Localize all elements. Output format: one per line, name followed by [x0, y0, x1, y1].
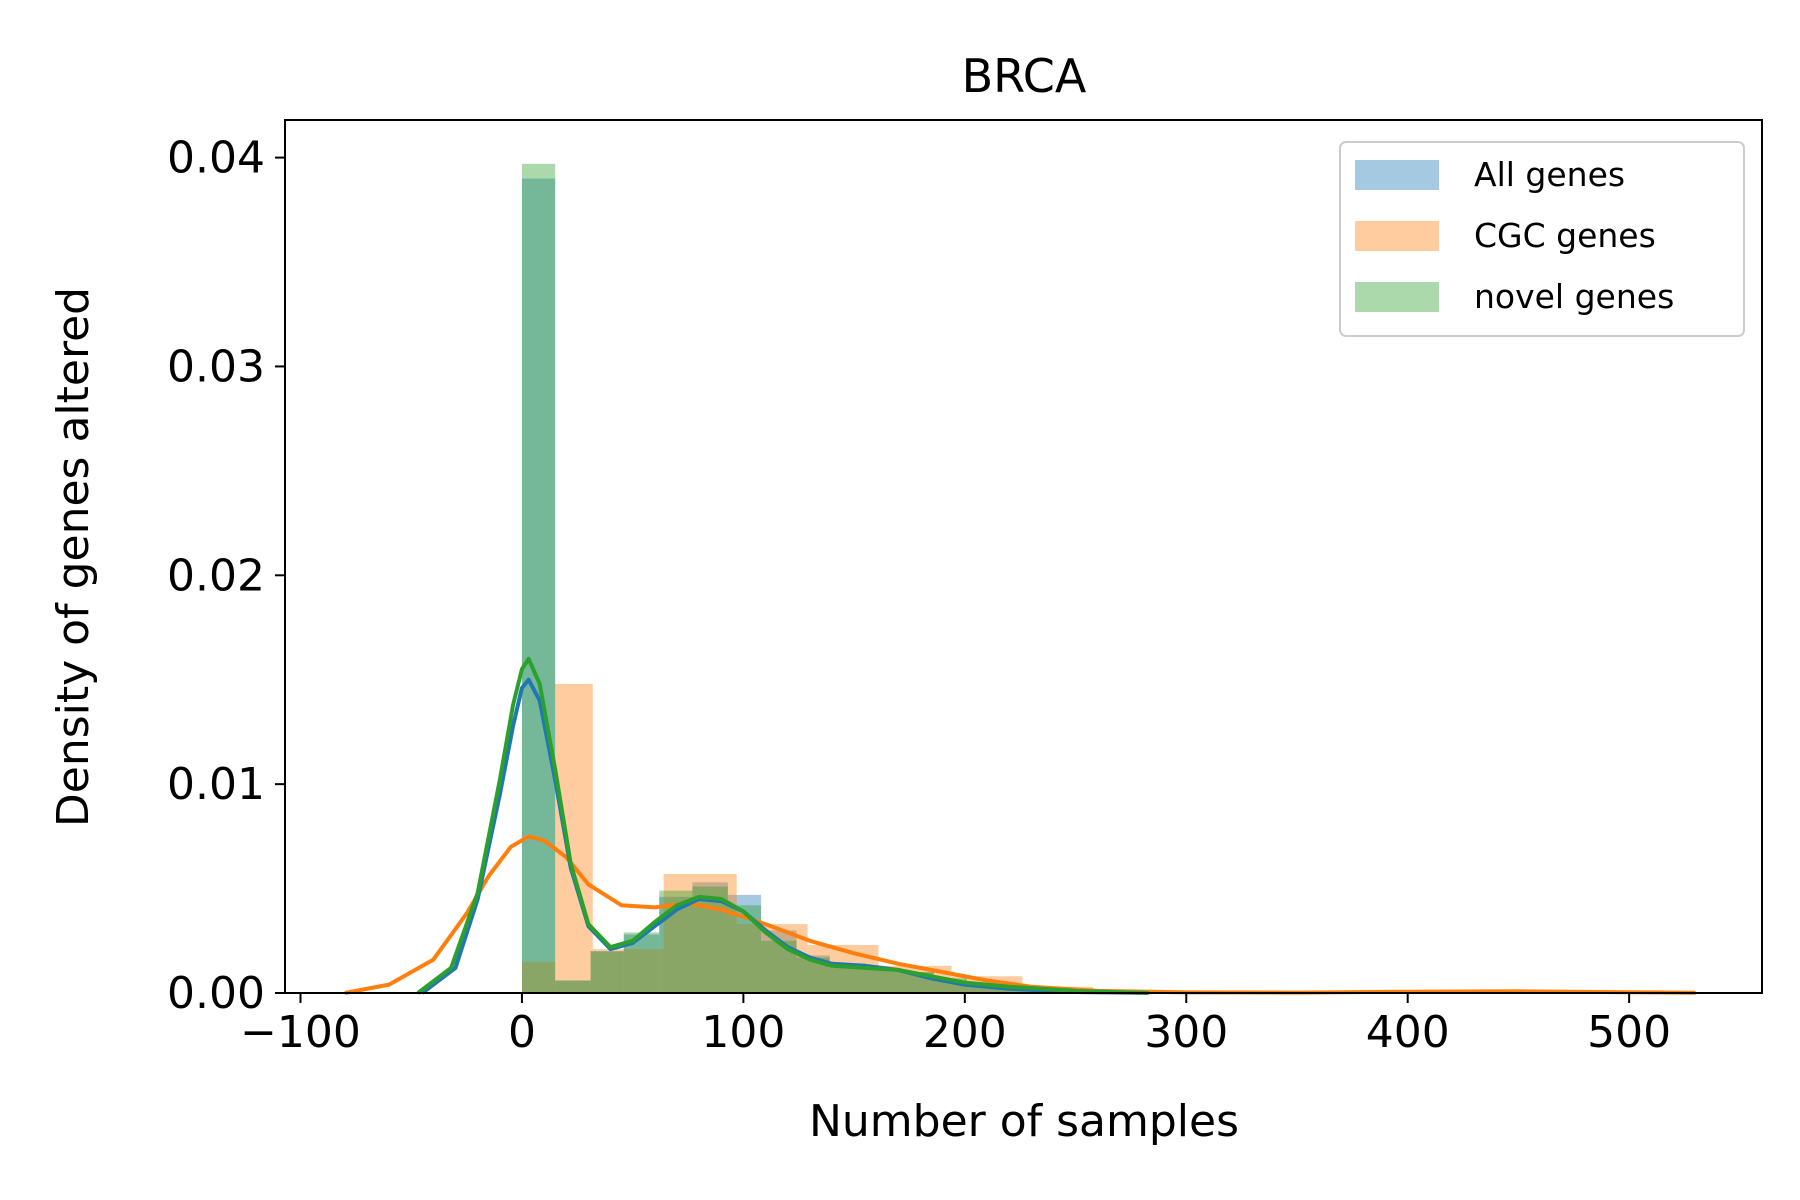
y-axis-label: Density of genes altered — [48, 287, 99, 827]
x-tick-label: 300 — [1144, 1007, 1228, 1058]
x-tick-label: 500 — [1587, 1007, 1671, 1058]
bar-series-2-bin-2 — [590, 951, 624, 993]
x-tick-label: 100 — [701, 1007, 785, 1058]
bar-series-1-bin-3 — [663, 873, 737, 993]
bar-series-0-bin-1 — [555, 980, 591, 993]
bar-series-0-bin-2 — [590, 951, 624, 993]
legend-swatch-series-2 — [1355, 282, 1439, 312]
bar-series-1-bin-1 — [555, 683, 593, 993]
legend-label-series-1: CGC genes — [1474, 216, 1656, 255]
bar-series-0-bin-10 — [865, 967, 899, 993]
x-axis-label: Number of samples — [809, 1096, 1239, 1147]
y-tick-label: 0.03 — [167, 341, 265, 392]
x-tick-label: 200 — [923, 1007, 1007, 1058]
x-tick-label: −100 — [240, 1007, 361, 1058]
bar-series-1-bin-0 — [521, 961, 556, 993]
y-tick-label: 0.00 — [167, 968, 265, 1019]
bar-series-1-bin-2 — [592, 949, 664, 993]
x-axis: −100 0 100 200 300 400 500 — [240, 993, 1671, 1058]
bar-series-2-bin-0 — [521, 163, 556, 993]
kde-line-series-2 — [416, 656, 1149, 995]
legend-label-series-2: novel genes — [1474, 277, 1674, 316]
y-tick-label: 0.04 — [167, 133, 265, 184]
bar-series-2-bin-10 — [865, 967, 899, 993]
bar-series-0-bin-0 — [521, 178, 556, 994]
x-tick-label: 400 — [1366, 1007, 1450, 1058]
y-tick-label: 0.01 — [167, 759, 265, 810]
legend-swatch-series-0 — [1355, 160, 1439, 190]
legend: All genes CGC genes novel genes — [1339, 141, 1745, 337]
bar-series-2-bin-9 — [829, 965, 866, 993]
x-tick-label: 0 — [508, 1007, 536, 1058]
legend-label-series-0: All genes — [1474, 155, 1625, 194]
bar-series-2-bin-1 — [555, 980, 591, 993]
chart-title: BRCA — [962, 49, 1087, 103]
y-axis: 0.00 0.01 0.02 0.03 0.04 — [167, 133, 285, 1019]
legend-swatch-series-1 — [1355, 221, 1439, 251]
legend-box — [1339, 141, 1745, 337]
bar-series-0-bin-13 — [967, 984, 1003, 993]
y-tick-label: 0.02 — [167, 550, 265, 601]
plot-frame — [284, 119, 1763, 994]
